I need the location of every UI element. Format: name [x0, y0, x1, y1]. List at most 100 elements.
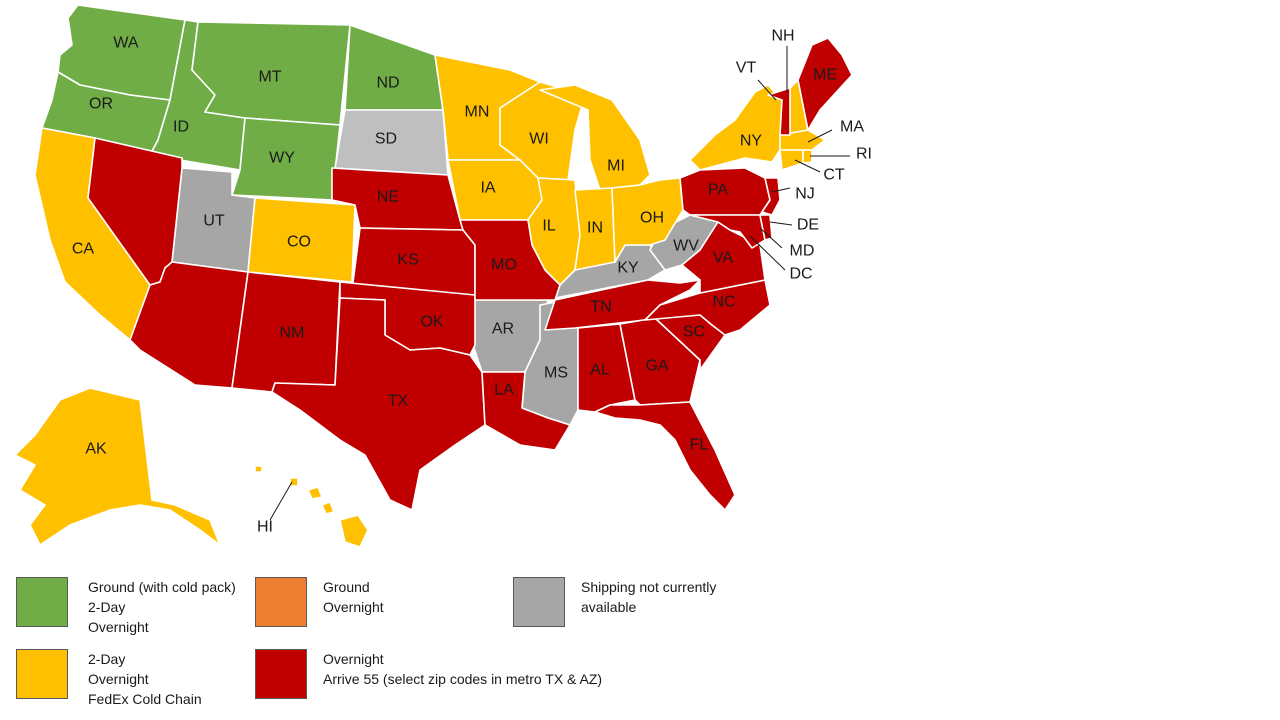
- leader-vt: [757, 79, 777, 101]
- label-hi: HI: [257, 519, 273, 536]
- leader-dc: [749, 235, 786, 271]
- legend-yellow: 2-Day Overnight FedEx Cold Chain: [16, 649, 202, 709]
- state-OH[interactable]: [611, 177, 684, 263]
- label-ma: MA: [840, 119, 864, 136]
- legend-gray-line-1: Shipping not currently: [581, 579, 717, 595]
- label-ok: OK: [420, 314, 443, 331]
- leader-md: [759, 227, 783, 249]
- label-nd: ND: [376, 75, 399, 92]
- label-nh: NH: [771, 28, 794, 45]
- state-ND[interactable]: [344, 24, 444, 111]
- leader-de: [769, 221, 793, 226]
- label-sc: SC: [683, 324, 705, 341]
- state-WY[interactable]: [231, 117, 341, 201]
- label-nj: NJ: [795, 186, 815, 203]
- label-mi: MI: [607, 158, 625, 175]
- label-dc: DC: [789, 266, 812, 283]
- legend-swatch-orange: [255, 577, 307, 627]
- legend-red-line-1: Overnight: [323, 651, 384, 667]
- label-mo: MO: [491, 257, 517, 274]
- state-VT[interactable]: [767, 87, 791, 136]
- legend-yellow-line-3: FedEx Cold Chain: [88, 691, 202, 707]
- state-MA[interactable]: [779, 129, 826, 151]
- leader-ma: [807, 129, 833, 143]
- label-il: IL: [542, 218, 555, 235]
- label-me: ME: [813, 67, 837, 84]
- label-in: IN: [587, 220, 603, 237]
- legend-green-line-1: Ground (with cold pack): [88, 579, 236, 595]
- leader-hi: [269, 481, 293, 521]
- label-co: CO: [287, 234, 311, 251]
- label-id: ID: [173, 119, 189, 136]
- legend-gray: Shipping not currently available: [513, 577, 716, 627]
- state-ME[interactable]: [797, 37, 853, 131]
- label-mn: MN: [465, 104, 490, 121]
- legend-green-line-2: 2-Day: [88, 599, 126, 615]
- state-NJ[interactable]: [761, 177, 781, 216]
- label-ar: AR: [492, 321, 514, 338]
- label-wa: WA: [113, 35, 139, 52]
- label-tx: TX: [388, 393, 409, 410]
- label-sd: SD: [375, 131, 397, 148]
- label-la: LA: [494, 382, 514, 399]
- state-TN[interactable]: [544, 279, 701, 331]
- legend-text-gray: Shipping not currently available: [581, 577, 716, 617]
- state-HI-islands[interactable]: [254, 465, 335, 515]
- legend-swatch-yellow: [16, 649, 68, 699]
- label-nm: NM: [280, 325, 305, 342]
- label-ct: CT: [823, 167, 845, 184]
- state-MI[interactable]: [539, 84, 651, 191]
- label-ky: KY: [617, 260, 639, 277]
- label-va: VA: [713, 250, 733, 267]
- label-al: AL: [590, 362, 610, 379]
- legend-swatch-green: [16, 577, 68, 627]
- leader-nj: [771, 187, 791, 193]
- legend-yellow-line-2: Overnight: [88, 671, 149, 687]
- label-ri: RI: [856, 146, 872, 163]
- legend-green: Ground (with cold pack) 2-Day Overnight: [16, 577, 236, 637]
- label-ia: IA: [480, 180, 495, 197]
- legend-yellow-line-1: 2-Day: [88, 651, 126, 667]
- label-de: DE: [797, 217, 819, 234]
- legend-red-line-2: Arrive 55 (select zip codes in metro TX …: [323, 671, 603, 687]
- legend-orange: Ground Overnight: [255, 577, 384, 627]
- label-oh: OH: [640, 210, 664, 227]
- state-CT[interactable]: [779, 149, 804, 171]
- label-md: MD: [790, 243, 815, 260]
- label-tn: TN: [590, 299, 611, 316]
- legend-green-line-3: Overnight: [88, 619, 149, 635]
- legend-orange-line-2: Overnight: [323, 599, 384, 615]
- legend-swatch-gray: [513, 577, 565, 627]
- label-ga: GA: [645, 358, 668, 375]
- label-wi: WI: [529, 131, 549, 148]
- label-or: OR: [89, 96, 113, 113]
- state-IN[interactable]: [574, 187, 616, 271]
- legend-orange-line-1: Ground: [323, 579, 370, 595]
- state-TX[interactable]: [271, 297, 486, 511]
- legend-gray-line-2: available: [581, 599, 637, 615]
- legend-text-orange: Ground Overnight: [323, 577, 384, 617]
- legend-swatch-red: [255, 649, 307, 699]
- label-wv: WV: [673, 238, 699, 255]
- label-ms: MS: [544, 365, 568, 382]
- state-CO[interactable]: [247, 197, 356, 283]
- state-NY[interactable]: [689, 84, 783, 171]
- state-FL[interactable]: [594, 401, 736, 511]
- state-HI-big[interactable]: [339, 514, 369, 548]
- state-RI[interactable]: [802, 149, 813, 164]
- label-wy: WY: [269, 150, 295, 167]
- state-AK[interactable]: [14, 387, 221, 546]
- label-fl: FL: [690, 437, 709, 454]
- state-LA[interactable]: [481, 371, 571, 451]
- legend-text-green: Ground (with cold pack) 2-Day Overnight: [88, 577, 236, 637]
- label-ne: NE: [377, 189, 399, 206]
- label-ks: KS: [397, 252, 418, 269]
- label-ak: AK: [85, 441, 107, 458]
- label-nc: NC: [712, 294, 735, 311]
- label-ut: UT: [203, 213, 225, 230]
- legend-text-red: Overnight Arrive 55 (select zip codes in…: [323, 649, 602, 689]
- label-ca: CA: [72, 241, 95, 258]
- label-mt: MT: [258, 69, 281, 86]
- label-vt: VT: [736, 60, 757, 77]
